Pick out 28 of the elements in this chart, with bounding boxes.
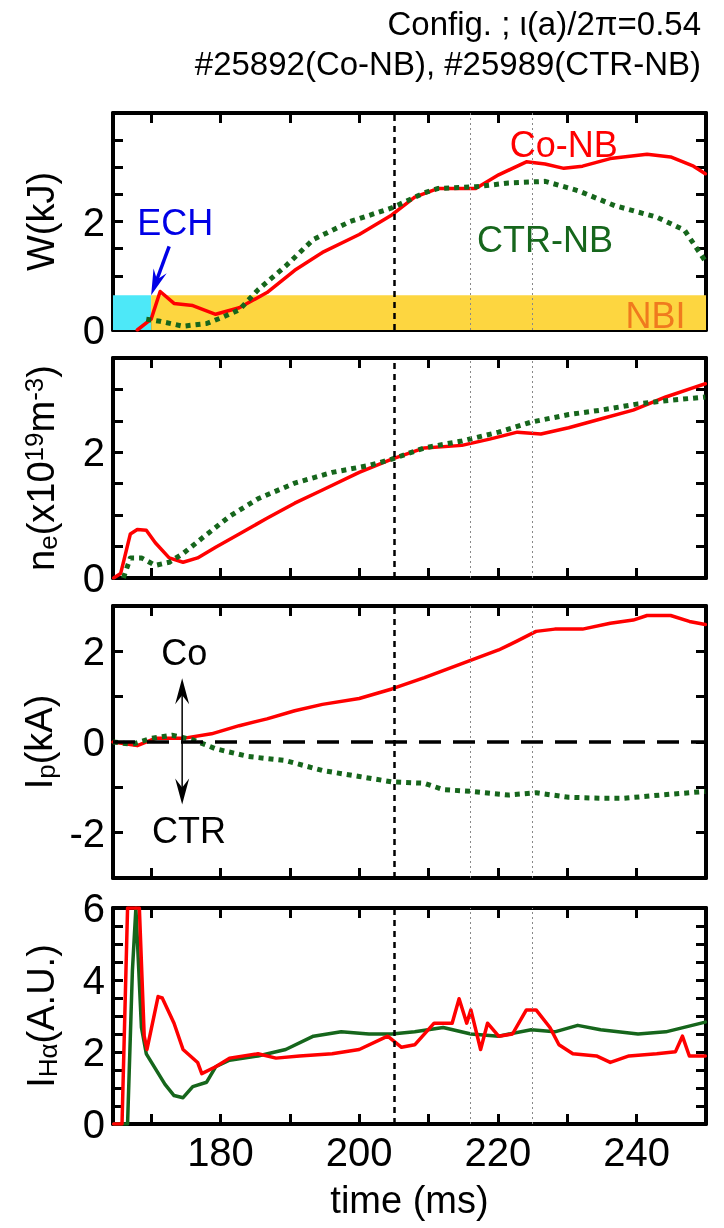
y-tick-label: 0 [82, 556, 105, 600]
annotation: ECH [137, 201, 214, 243]
chart-subtitle: #25892(Co-NB), #25989(CTR-NB) [194, 45, 701, 82]
y-axis-title: ne(x1019m-3) [19, 365, 63, 571]
y-tick-label: 0 [82, 308, 105, 352]
y-axis-title: Ip(kA) [17, 694, 61, 790]
annotation: NBI [625, 295, 686, 337]
y-tick-label: -2 [69, 810, 105, 855]
y-tick-label: 2 [82, 1030, 105, 1074]
x-axis-title: time (ms) [330, 1179, 489, 1221]
y-tick-label: 6 [82, 886, 105, 930]
x-tick-label: 200 [325, 1130, 393, 1174]
chart-title: Config. ; ι(a)/2π=0.54 [387, 5, 702, 42]
y-tick-label: 2 [82, 430, 105, 475]
y-tick-label: 2 [82, 629, 105, 674]
y-axis-title: IHα(A.U.) [20, 944, 63, 1088]
y-tick-label: 0 [82, 720, 105, 764]
y-tick-label: 2 [82, 199, 105, 244]
series-label: Co-NB [509, 123, 618, 165]
x-tick-label: 180 [187, 1130, 254, 1174]
annotation: Co [161, 631, 208, 673]
series-label: CTR-NB [477, 218, 614, 260]
x-tick-label: 240 [603, 1130, 671, 1174]
x-tick-label: 220 [464, 1130, 532, 1174]
y-tick-label: 4 [82, 958, 105, 1002]
y-axis-title: W(kJ) [20, 171, 62, 272]
y-tick-label: 0 [82, 1102, 105, 1146]
annotation: CTR [151, 809, 226, 851]
